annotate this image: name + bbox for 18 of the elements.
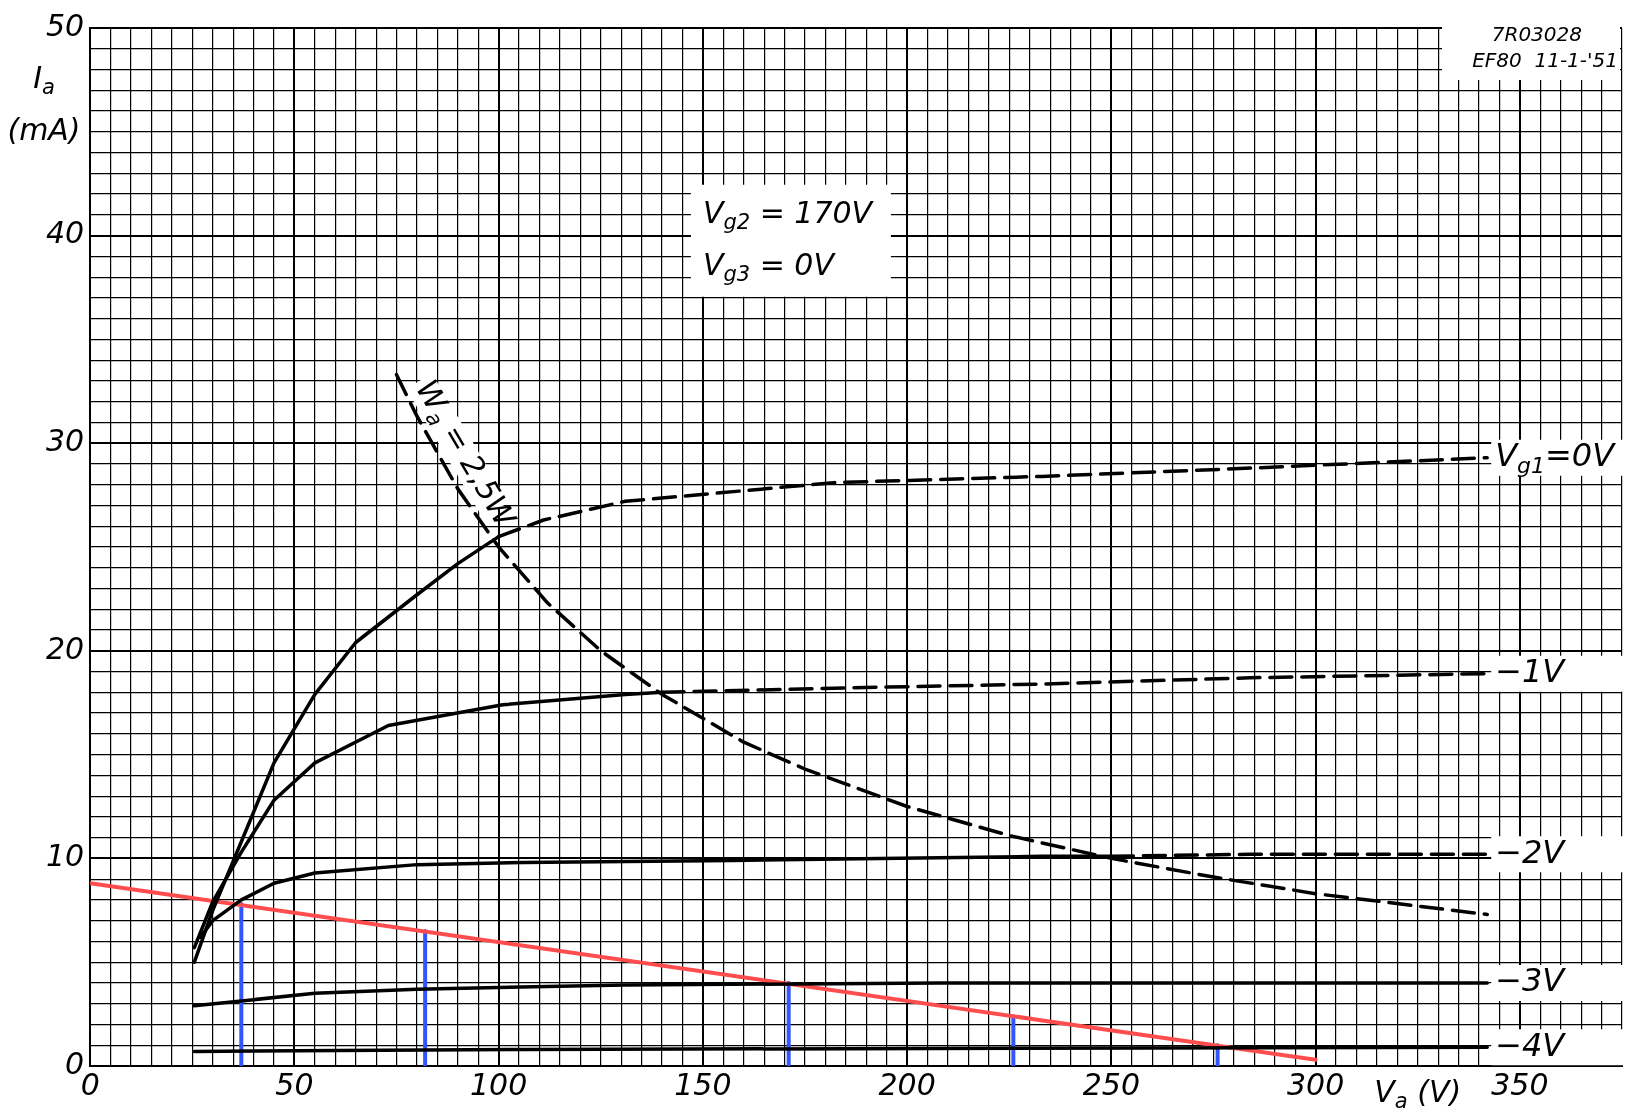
y-tick-label: 20: [45, 630, 85, 666]
series-label: −1V: [1495, 651, 1567, 690]
y-tick-label: 30: [45, 423, 85, 458]
series-label: −3V: [1495, 961, 1567, 1000]
series-label: −2V: [1495, 832, 1567, 871]
y-tick-label: 40: [45, 215, 85, 251]
x-tick-label: 100: [470, 1066, 528, 1102]
series-label: −4V: [1495, 1025, 1567, 1064]
annotation: 7R03028: [1491, 22, 1583, 47]
y-tick-label: 50: [45, 7, 85, 43]
x-tick-label: 150: [674, 1066, 732, 1102]
x-tick-label: 250: [1082, 1066, 1141, 1102]
y-tick-label: 10: [45, 838, 85, 874]
x-tick-label: 50: [275, 1066, 314, 1102]
x-tick-label: 350: [1491, 1066, 1549, 1102]
annotation: EF80 11-1-'51: [1472, 48, 1618, 73]
x-tick-label: 200: [878, 1066, 936, 1102]
x-tick-label: 300: [1287, 1066, 1345, 1102]
